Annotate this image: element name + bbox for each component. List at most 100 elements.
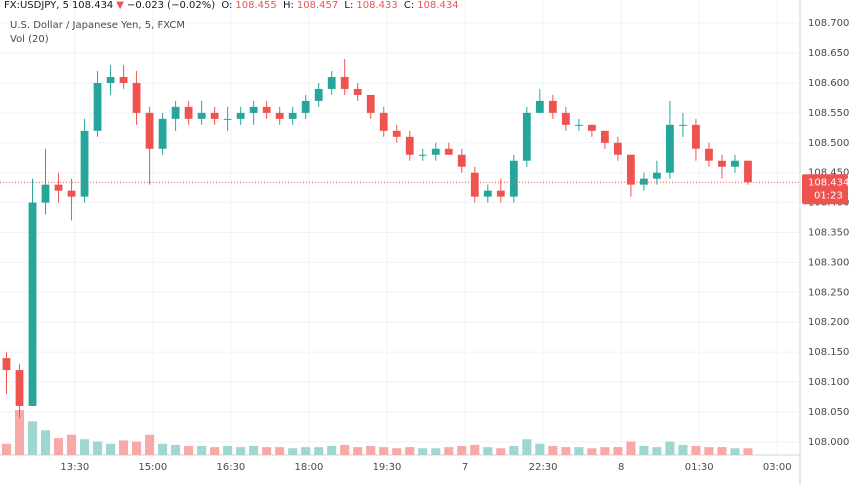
candle-body bbox=[275, 112, 284, 119]
volume-bar bbox=[704, 447, 714, 455]
candle-body bbox=[249, 106, 258, 113]
volume-bar bbox=[119, 440, 129, 455]
candle-body bbox=[158, 118, 167, 149]
volume-bar bbox=[691, 446, 701, 455]
candle-body bbox=[418, 154, 427, 156]
y-tick-label: 108.550 bbox=[808, 108, 849, 119]
candle-body bbox=[197, 112, 206, 119]
candle-body bbox=[509, 160, 518, 197]
candle-body bbox=[444, 148, 453, 155]
candle-body bbox=[561, 112, 570, 125]
candle-body bbox=[522, 112, 531, 161]
volume-bar bbox=[1, 443, 12, 455]
candle-body bbox=[184, 106, 193, 119]
candle-body bbox=[379, 112, 388, 131]
candle-body bbox=[93, 82, 102, 131]
volume-bar bbox=[392, 448, 402, 455]
volume-bar bbox=[158, 443, 168, 455]
volume-bar bbox=[223, 446, 233, 455]
volume-bar bbox=[509, 446, 519, 455]
candle-body bbox=[41, 184, 50, 203]
candle-body bbox=[106, 76, 115, 83]
candle-body bbox=[574, 124, 583, 126]
volume-bar bbox=[574, 447, 584, 455]
volume-bar bbox=[353, 447, 363, 455]
volume-bar bbox=[314, 447, 324, 455]
volume-bar bbox=[301, 447, 311, 455]
candle-body bbox=[666, 124, 674, 173]
volume-bar bbox=[80, 439, 90, 455]
symbol: FX:USDJPY, 5 bbox=[4, 0, 69, 11]
candle-body bbox=[171, 106, 180, 119]
candle-body bbox=[692, 124, 700, 149]
candle-body bbox=[28, 202, 37, 406]
volume-bar bbox=[210, 447, 220, 455]
x-tick-label: 8 bbox=[618, 462, 624, 473]
volume-bar bbox=[262, 447, 272, 455]
candle-body bbox=[626, 154, 635, 185]
candle-body bbox=[731, 160, 739, 167]
y-tick-label: 108.300 bbox=[808, 257, 849, 268]
candle-body bbox=[236, 112, 245, 119]
y-tick-label: 108.700 bbox=[808, 18, 849, 29]
header: FX:USDJPY, 5 108.434 ▼ −0.023 (−0.02%) O: 10… bbox=[4, 0, 462, 11]
volume-bar bbox=[379, 447, 389, 455]
volume-bar bbox=[40, 430, 51, 455]
volume-bar bbox=[275, 447, 285, 455]
c-label: C: bbox=[403, 0, 415, 11]
x-tick-label: 16:30 bbox=[216, 462, 245, 473]
o: 108.455 bbox=[235, 0, 277, 11]
candle-body bbox=[718, 160, 726, 167]
volume-bar bbox=[53, 438, 64, 455]
volume-bar bbox=[613, 447, 623, 455]
candle-body bbox=[301, 100, 310, 113]
candle-body bbox=[457, 154, 466, 167]
y-tick-label: 108.100 bbox=[808, 377, 849, 388]
volume-bar bbox=[535, 443, 545, 455]
change: −0.023 (−0.02%) bbox=[127, 0, 216, 11]
candle-body bbox=[2, 358, 11, 371]
y-tick-label: 108.600 bbox=[808, 78, 849, 89]
candle-body bbox=[314, 88, 323, 101]
volume-bar bbox=[197, 446, 207, 455]
candle-body bbox=[353, 88, 362, 95]
o-label: O: bbox=[221, 0, 233, 11]
candle-body bbox=[119, 76, 128, 83]
x-tick-label: 15:00 bbox=[138, 462, 167, 473]
candle-body bbox=[744, 160, 752, 183]
volume-bar bbox=[457, 446, 467, 455]
candle-body bbox=[80, 130, 89, 197]
volume-bar bbox=[587, 448, 597, 455]
volume-bar bbox=[366, 446, 376, 455]
volume-bar bbox=[470, 444, 480, 455]
candle-body bbox=[366, 94, 375, 113]
price-tag bbox=[802, 174, 848, 205]
candle-body bbox=[262, 106, 271, 113]
y-tick-label: 108.350 bbox=[808, 228, 849, 239]
volume-bar bbox=[236, 447, 246, 455]
volume-bar bbox=[145, 434, 155, 455]
volume-bar bbox=[340, 444, 350, 455]
y-tick-label: 108.650 bbox=[808, 48, 849, 59]
volume-bar bbox=[483, 447, 493, 455]
candle-body bbox=[483, 190, 492, 197]
volume-bar bbox=[93, 441, 103, 455]
candle-body bbox=[600, 130, 609, 143]
y-tick-label: 108.200 bbox=[808, 317, 849, 328]
candle-body bbox=[535, 100, 544, 113]
volume-bar bbox=[171, 444, 181, 455]
candle-body bbox=[288, 112, 297, 119]
candle-body bbox=[210, 112, 219, 119]
volume-bar bbox=[600, 447, 610, 455]
y-tick-label: 108.250 bbox=[808, 287, 849, 298]
volume-bar bbox=[14, 410, 25, 455]
volume-bar bbox=[327, 446, 337, 455]
candle-body bbox=[548, 100, 557, 113]
last: 108.434 bbox=[71, 0, 114, 11]
volume-bar bbox=[678, 444, 688, 455]
candle-body bbox=[613, 142, 622, 155]
l-label: L: bbox=[344, 0, 354, 11]
candle-body bbox=[145, 112, 154, 149]
